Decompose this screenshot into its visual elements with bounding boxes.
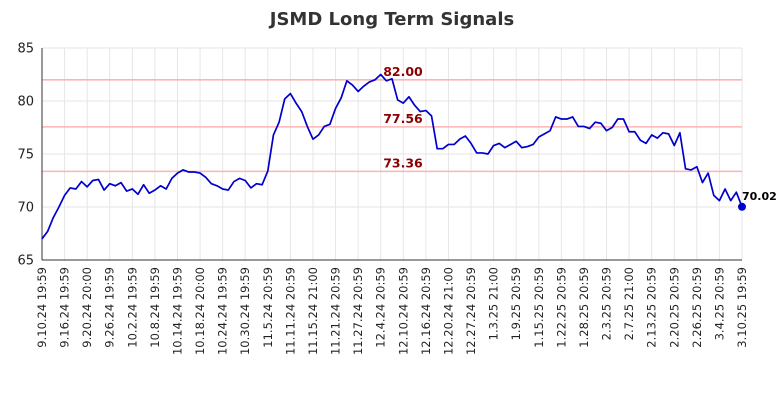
x-tick-label: 1.9.25 20:59 [509, 267, 523, 340]
signal-level-label: 82.00 [383, 64, 423, 79]
x-tick-label: 11.11.24 20:59 [283, 267, 297, 355]
labels: 82.00 77.56 73.36 70.02 [383, 64, 777, 203]
y-tick-label: 75 [17, 148, 34, 163]
x-tick-label: 1.28.25 20:59 [577, 267, 591, 348]
x-tick-label: 2.13.25 20:59 [645, 267, 659, 348]
x-tick-label: 9.20.24 20:00 [80, 267, 94, 348]
x-tick-label: 2.20.25 20:59 [667, 267, 681, 348]
x-tick-label: 10.30.24 19:59 [238, 267, 252, 355]
y-tick-label: 80 [17, 95, 34, 110]
x-tick-label: 10.8.24 19:59 [148, 267, 162, 348]
x-tick-label: 12.16.24 20:59 [419, 267, 433, 355]
x-tick-label: 2.26.25 20:59 [690, 267, 704, 348]
x-tick-label: 11.5.24 20:59 [261, 267, 275, 348]
x-tick-label: 11.21.24 20:59 [329, 267, 343, 355]
axes: 65 70 75 80 85 9.10.24 19:59 9.16.24 19:59 9.20… [17, 42, 749, 356]
last-value-marker [738, 202, 746, 211]
x-tick-label: 1.15.25 20:59 [532, 267, 546, 348]
x-tick-label: 2.7.25 21:00 [622, 267, 636, 340]
x-tick-label: 10.14.24 19:59 [170, 267, 184, 355]
x-tick-label: 11.15.24 21:00 [306, 267, 320, 355]
series-line [41, 73, 743, 240]
y-tick-label: 85 [17, 42, 34, 57]
signal-level-label: 77.56 [383, 111, 423, 126]
x-tick-label: 12.10.24 20:59 [396, 267, 410, 355]
x-tick-label: 3.4.25 20:59 [712, 267, 726, 340]
x-tick-label: 1.22.25 20:59 [554, 267, 568, 348]
x-tick-label: 10.2.24 19:59 [125, 267, 139, 348]
x-tick-label: 9.10.24 19:59 [35, 267, 49, 348]
x-tick-label: 11.27.24 20:59 [351, 267, 365, 355]
x-tick-label: 10.24.24 19:59 [216, 267, 230, 355]
signal-level-label: 73.36 [383, 155, 423, 170]
x-tick-label: 12.20.24 21:00 [441, 267, 455, 355]
x-tick-label: 9.26.24 19:59 [103, 267, 117, 348]
x-tick-label: 10.18.24 20:00 [193, 267, 207, 355]
last-value-label: 70.02 [742, 190, 777, 203]
x-tick-label: 9.16.24 19:59 [58, 267, 72, 348]
x-tick-label: 1.3.25 21:00 [487, 267, 501, 340]
x-tick-label: 12.27.24 20:59 [464, 267, 478, 355]
x-tick-label: 2.3.25 20:59 [600, 267, 614, 340]
chart-title: JSMD Long Term Signals [268, 9, 514, 30]
x-tick-label: 3.10.25 19:59 [735, 267, 749, 348]
series [41, 73, 746, 240]
x-tick-label: 12.4.24 20:59 [374, 267, 388, 348]
y-tick-label: 65 [17, 254, 34, 269]
y-tick-label: 70 [17, 201, 34, 216]
